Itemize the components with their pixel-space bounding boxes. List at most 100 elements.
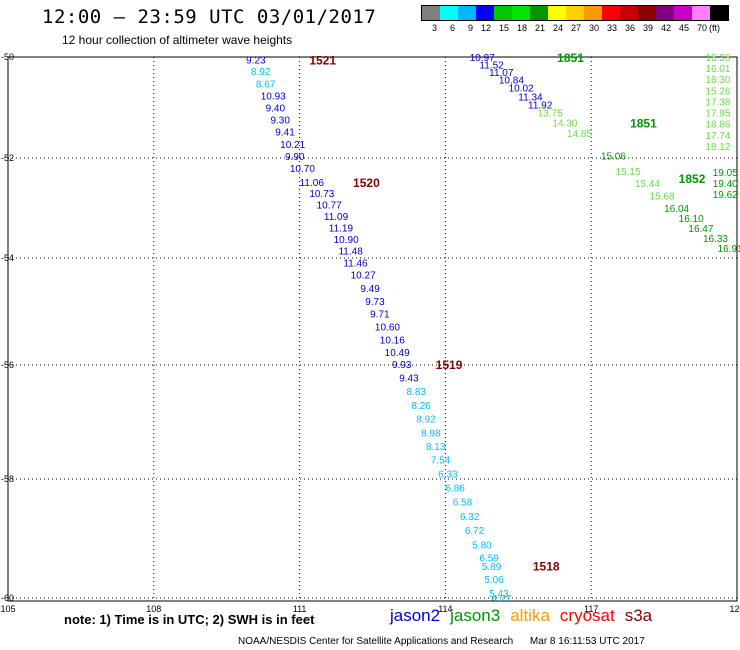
wave-height-label: 6.72 <box>465 526 485 537</box>
wave-height-label: 14.85 <box>567 129 592 140</box>
legend-swatch <box>422 6 440 20</box>
legend-label: 24 <box>552 23 563 33</box>
wave-height-label: 8.92 <box>251 67 271 78</box>
wave-height-label: 9.40 <box>266 104 286 115</box>
legend-swatch <box>476 6 494 20</box>
legend-swatch <box>692 6 710 20</box>
wave-height-label: 17.95 <box>705 109 730 120</box>
wave-height-label: 6.86 <box>445 483 465 494</box>
track-group: 10.9711.5211.0710.8410.0211.3411.9213.75… <box>470 51 593 140</box>
wave-height-label: 10.21 <box>280 140 305 151</box>
satellite-key: jason2 jason3 altika cryosat s3a <box>390 606 662 626</box>
wave-height-label: 9.41 <box>275 128 295 139</box>
wave-height-label: 15.06 <box>601 151 626 162</box>
wave-height-label: 15.68 <box>650 192 675 203</box>
wave-height-label: 11.46 <box>343 258 368 269</box>
wave-height-label: 18.86 <box>705 120 730 131</box>
lon-tick-label: 111 <box>293 604 307 614</box>
map-grid <box>7 56 738 602</box>
wave-height-label: 10.93 <box>261 91 286 102</box>
satellite-label-s3a: s3a <box>624 606 653 625</box>
lon-tick-label: 117 <box>584 604 598 614</box>
satellite-label-cryosat: cryosat <box>559 606 615 625</box>
wave-height-label: 16.33 <box>703 234 728 245</box>
lat-tick-label: -50 <box>1 52 14 62</box>
legend-swatch <box>710 6 728 20</box>
pass-number-label: 1851 <box>630 117 657 131</box>
wave-height-label: 18.12 <box>705 142 730 153</box>
wave-height-label: 9.93 <box>392 360 412 371</box>
map-frame <box>7 56 738 602</box>
wave-height-label: 17.74 <box>705 131 730 142</box>
legend-label: 6 <box>449 23 455 33</box>
wave-height-label: 10.73 <box>309 189 334 200</box>
satellite-label-altika: altika <box>510 606 550 625</box>
altimeter-tracks: 9.238.928.6710.939.409.309.4110.219.9010… <box>246 51 740 605</box>
wave-height-label: 8.83 <box>407 387 427 398</box>
wave-height-label: 7.54 <box>431 456 451 467</box>
wave-height-label: 6.33 <box>438 469 458 480</box>
wave-height-label: 10.60 <box>375 322 400 333</box>
wave-height-label: 15.15 <box>616 167 641 178</box>
wave-height-label: 11.09 <box>324 212 349 223</box>
wave-height-label: 16.01 <box>705 64 730 75</box>
legend-label: 15 <box>498 23 509 33</box>
legend-swatch <box>458 6 476 20</box>
legend-swatch <box>530 6 548 20</box>
legend-swatch <box>494 6 512 20</box>
timestamp-text: Mar 8 16:11:53 UTC 2017 <box>529 636 645 647</box>
lat-tick-label: -56 <box>1 360 14 370</box>
wave-height-label: 10.70 <box>290 164 315 175</box>
track-group: 1852 <box>679 172 706 186</box>
wave-height-label: 10.49 <box>385 348 410 359</box>
wave-height-label: 11.06 <box>300 178 325 189</box>
legend-label: 45 <box>678 23 689 33</box>
wave-height-label: 9.71 <box>370 310 390 321</box>
track-group: 5.06 5.434.77 1518 <box>484 559 560 605</box>
wave-height-label: 10.16 <box>380 335 405 346</box>
wave-height-label: 10.27 <box>351 271 376 282</box>
wave-height-label: 9.43 <box>399 374 419 385</box>
wave-height-label: 8.98 <box>421 428 441 439</box>
color-legend: 3 6 9 12 15 18 21 24 27 30 33 36 39 42 45 70 (ft) <box>421 5 729 33</box>
wave-height-label: 15.44 <box>635 179 660 190</box>
track-group: 9.93 9.43 8.83 8.26 8.92 8.98 8.13 7.54 6.33 6.86… <box>392 358 502 573</box>
pass-number-label: 1852 <box>679 172 706 186</box>
wave-height-label: 9.90 <box>285 152 305 163</box>
pass-number-label: 1518 <box>533 559 560 573</box>
wave-height-label: 11.48 <box>338 247 363 258</box>
wave-height-label: 14.30 <box>552 119 577 130</box>
legend-swatch <box>512 6 530 20</box>
legend-color-bar <box>421 5 729 21</box>
wave-height-label: 10.77 <box>317 201 342 212</box>
map-footer: NOAA/NESDIS Center for Satellite Applica… <box>238 636 645 647</box>
lat-tick-label: -60 <box>1 593 14 603</box>
wave-height-label: 11.34 <box>518 92 543 103</box>
legend-swatch <box>638 6 656 20</box>
wave-height-label: 11.07 <box>489 68 514 79</box>
legend-swatch <box>674 6 692 20</box>
legend-label: 12 <box>480 23 491 33</box>
legend-label: 27 <box>570 23 581 33</box>
legend-label: 36 <box>624 23 635 33</box>
wave-height-label: 8.92 <box>416 415 436 426</box>
lon-tick-label: 105 <box>0 604 15 614</box>
pass-number-label: 1521 <box>309 54 336 68</box>
axis-ticks: 105 108 111 114 117 120 -50 -52 -54 -56 -58 -60 <box>0 52 740 614</box>
lat-tick-label: -52 <box>1 153 14 163</box>
wave-height-label: 9.73 <box>365 297 385 308</box>
legend-label: 3 <box>431 23 437 33</box>
wave-height-label: 16.30 <box>705 75 730 86</box>
legend-swatch <box>584 6 602 20</box>
legend-swatch <box>440 6 458 20</box>
wave-height-label: 13.75 <box>538 109 563 120</box>
wave-height-label: 5.43 <box>489 589 509 600</box>
lat-tick-label: -58 <box>1 474 14 484</box>
pass-number-label: 1520 <box>353 176 380 190</box>
wave-height-label: 5.89 <box>482 562 502 573</box>
map-title: 12:00 – 23:59 UTC 03/01/2017 <box>42 6 377 28</box>
credit-text: NOAA/NESDIS Center for Satellite Applica… <box>238 636 514 647</box>
track-group: 16.3616.0116.3015.2617.3817.9518.8617.74… <box>705 53 738 201</box>
wave-height-label: 5.06 <box>484 575 504 586</box>
lat-tick-label: -54 <box>1 253 14 263</box>
